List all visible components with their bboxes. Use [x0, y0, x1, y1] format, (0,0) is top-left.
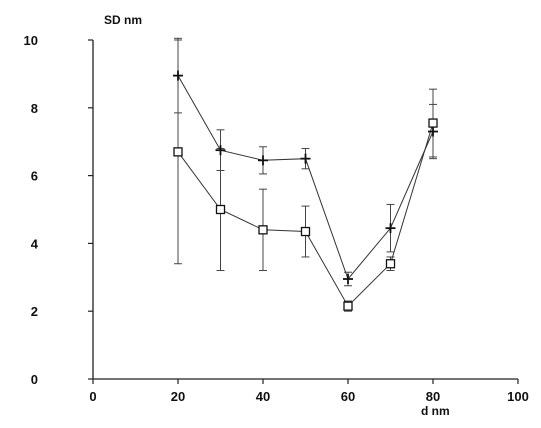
square-point	[173, 147, 183, 157]
square-point	[215, 204, 226, 215]
y-tick-label: 2	[31, 304, 38, 319]
square-point	[428, 118, 438, 128]
x-axis-title: d nm	[421, 404, 450, 418]
x-tick-label: 40	[256, 389, 270, 404]
y-tick-label: 4	[31, 236, 39, 251]
x-tick-label: 80	[426, 389, 440, 404]
x-tick-label: 20	[171, 389, 185, 404]
y-tick-label: 8	[31, 101, 38, 116]
series-lines	[177, 75, 434, 307]
square-point	[385, 259, 396, 269]
x-tick-label: 0	[89, 389, 96, 404]
series-markers	[173, 70, 438, 311]
plus-point	[428, 126, 438, 137]
plus-point	[343, 273, 353, 284]
plus-point	[258, 155, 268, 166]
square-point	[258, 225, 268, 235]
y-axis-title: SD nm	[104, 13, 142, 27]
y-tick-label: 6	[31, 169, 38, 184]
x-tick-label: 60	[341, 389, 355, 404]
square-point	[343, 301, 353, 311]
plus-point	[300, 153, 311, 164]
plus-point	[173, 70, 183, 81]
x-tick-label: 100	[507, 389, 529, 404]
y-tick-label: 10	[24, 33, 38, 48]
y-tick-label: 0	[31, 372, 38, 387]
plus-point	[385, 223, 396, 234]
square-point	[300, 226, 311, 237]
plus-point	[215, 145, 226, 156]
error-bars	[174, 37, 437, 312]
